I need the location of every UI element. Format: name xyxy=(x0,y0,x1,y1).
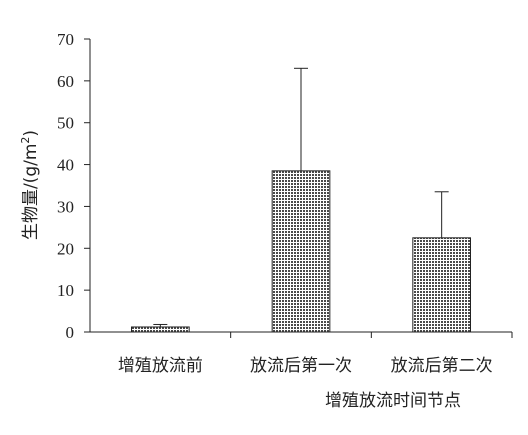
y-axis-title-superscript: 2 xyxy=(19,137,32,144)
y-tick-label: 20 xyxy=(57,239,74,258)
category-label: 放流后第二次 xyxy=(391,356,493,376)
x-axis-title: 增殖放流时间节点 xyxy=(325,391,461,411)
category-label: 放流后第一次 xyxy=(250,356,352,376)
bar xyxy=(412,237,472,333)
y-tick-label: 40 xyxy=(57,156,74,175)
y-tick-label: 50 xyxy=(57,114,74,133)
y-tick-label: 10 xyxy=(57,281,74,300)
y-tick-label: 70 xyxy=(57,30,74,49)
bar xyxy=(130,326,190,333)
y-tick-label: 60 xyxy=(57,72,74,91)
y-axis-title: 生物量/(g/m2) xyxy=(19,130,41,240)
y-tick-label: 30 xyxy=(57,197,74,216)
category-label: 增殖放流前 xyxy=(118,356,203,376)
y-tick-label: 0 xyxy=(66,323,75,342)
y-axis-title-close: ) xyxy=(21,130,41,137)
bar xyxy=(271,170,331,333)
y-axis-title-main: 生物量/(g/m xyxy=(21,144,41,240)
